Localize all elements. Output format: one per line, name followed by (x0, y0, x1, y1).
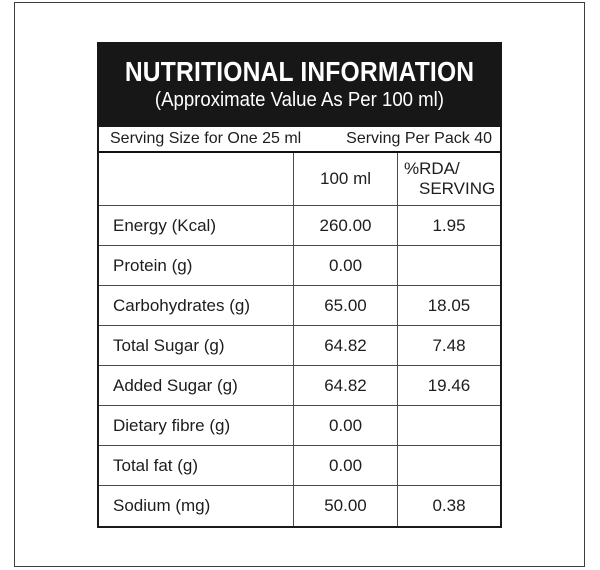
table-row-total-fat: Total fat (g) 0.00 (99, 446, 500, 486)
serving-size-label: Serving Size for One 25 ml (110, 130, 302, 147)
rda-value: 7.48 (397, 326, 500, 366)
amount-value: 260.00 (293, 206, 397, 246)
nutrient-label: Dietary fibre (g) (99, 406, 293, 446)
nutrient-label: Energy (Kcal) (99, 206, 293, 246)
header-cell-rda: %RDA/ SERVING (397, 153, 500, 206)
rda-value: 0.38 (397, 486, 500, 526)
nutrition-label: NUTRITIONAL INFORMATION (Approximate Val… (97, 42, 502, 528)
nutrient-label: Carbohydrates (g) (99, 286, 293, 326)
amount-value: 64.82 (293, 326, 397, 366)
amount-value: 64.82 (293, 366, 397, 406)
table-row-carbohydrates: Carbohydrates (g) 65.00 18.05 (99, 286, 500, 326)
rda-value (397, 446, 500, 486)
label-title: NUTRITIONAL INFORMATION (124, 56, 475, 88)
table-row-protein: Protein (g) 0.00 (99, 246, 500, 286)
amount-value: 0.00 (293, 406, 397, 446)
serving-per-pack-label: Serving Per Pack 40 (346, 130, 492, 147)
header-cell-amount: 100 ml (293, 153, 397, 206)
header-rda-line1: %RDA/ (404, 159, 460, 178)
table-row-added-sugar: Added Sugar (g) 64.82 19.46 (99, 366, 500, 406)
table-row-energy: Energy (Kcal) 260.00 1.95 (99, 206, 500, 246)
table-row-total-sugar: Total Sugar (g) 64.82 7.48 (99, 326, 500, 366)
amount-value: 65.00 (293, 286, 397, 326)
rda-value: 18.05 (397, 286, 500, 326)
nutrient-label: Total fat (g) (99, 446, 293, 486)
nutrient-label: Sodium (mg) (113, 496, 211, 515)
header-cell-nutrient (99, 153, 293, 206)
header-rda-line2: SERVING (419, 178, 496, 198)
rda-value: 19.46 (397, 366, 500, 406)
nutrient-label: Total Sugar (g) (99, 326, 293, 366)
amount-value: 50.00 (293, 486, 397, 526)
table-header-row: 100 ml %RDA/ SERVING (99, 153, 500, 206)
nutrition-table: Serving Size for One 25 ml Serving Per P… (97, 127, 502, 528)
amount-value: 0.00 (293, 446, 397, 486)
table-row-dietary-fibre: Dietary fibre (g) 0.00 (99, 406, 500, 446)
amount-value: 0.00 (293, 246, 397, 286)
label-subtitle: (Approximate Value As Per 100 ml) (154, 88, 445, 111)
table-row-sodium: Sodium (mg) 50.00 0.38 (99, 486, 500, 526)
nutrient-label: Protein (g) (99, 246, 293, 286)
rda-value (397, 406, 500, 446)
rda-value: 1.95 (397, 206, 500, 246)
label-header: NUTRITIONAL INFORMATION (Approximate Val… (97, 42, 502, 127)
outer-frame (14, 2, 585, 567)
rda-value (397, 246, 500, 286)
serving-row: Serving Size for One 25 ml Serving Per P… (99, 127, 500, 153)
nutrient-label: Added Sugar (g) (99, 366, 293, 406)
